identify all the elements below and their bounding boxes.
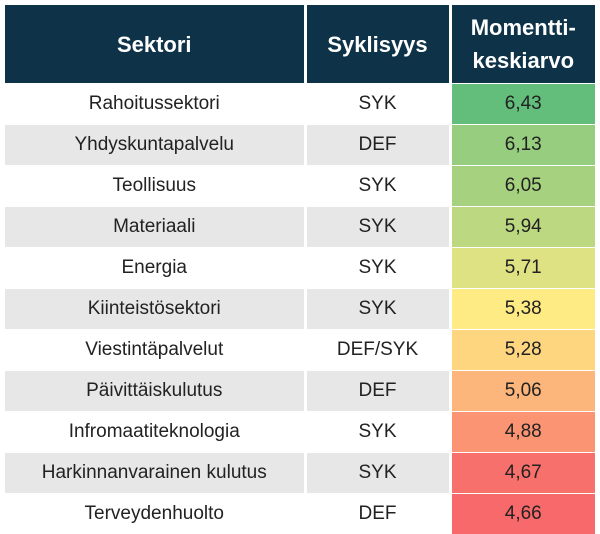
sector-cell: Teollisuus bbox=[5, 166, 305, 207]
momentum-cell: 5,71 bbox=[450, 248, 595, 289]
momentum-cell: 6,13 bbox=[450, 125, 595, 166]
sector-cell: Infromaatiteknologia bbox=[5, 412, 305, 453]
momentum-cell: 5,38 bbox=[450, 289, 595, 330]
sector-cell: Kiinteistösektori bbox=[5, 289, 305, 330]
momentum-cell: 4,66 bbox=[450, 494, 595, 534]
sector-cell: Yhdyskuntapalvelu bbox=[5, 125, 305, 166]
sector-cell: Harkinnanvarainen kulutus bbox=[5, 453, 305, 494]
cyclicality-cell: DEF bbox=[305, 371, 450, 412]
momentum-cell: 6,43 bbox=[450, 84, 595, 125]
column-header: Momentti- keskiarvo bbox=[450, 5, 595, 84]
sector-cell: Terveydenhuolto bbox=[5, 494, 305, 534]
cyclicality-cell: SYK bbox=[305, 84, 450, 125]
cyclicality-cell: SYK bbox=[305, 166, 450, 207]
momentum-cell: 5,06 bbox=[450, 371, 595, 412]
momentum-cell: 5,28 bbox=[450, 330, 595, 371]
sector-cell: Päivittäiskulutus bbox=[5, 371, 305, 412]
cyclicality-cell: DEF bbox=[305, 125, 450, 166]
cyclicality-cell: SYK bbox=[305, 207, 450, 248]
column-header: Syklisyys bbox=[305, 5, 450, 84]
cyclicality-cell: DEF/SYK bbox=[305, 330, 450, 371]
cyclicality-cell: SYK bbox=[305, 412, 450, 453]
cyclicality-cell: DEF bbox=[305, 494, 450, 534]
sector-cell: Rahoitussektori bbox=[5, 84, 305, 125]
sector-cell: Materiaali bbox=[5, 207, 305, 248]
momentum-cell: 4,88 bbox=[450, 412, 595, 453]
sector-cell: Energia bbox=[5, 248, 305, 289]
sector-cell: Viestintäpalvelut bbox=[5, 330, 305, 371]
cyclicality-cell: SYK bbox=[305, 248, 450, 289]
momentum-cell: 6,05 bbox=[450, 166, 595, 207]
momentum-cell: 4,67 bbox=[450, 453, 595, 494]
cyclicality-cell: SYK bbox=[305, 289, 450, 330]
column-header: Sektori bbox=[5, 5, 305, 84]
cyclicality-cell: SYK bbox=[305, 453, 450, 494]
momentum-cell: 5,94 bbox=[450, 207, 595, 248]
